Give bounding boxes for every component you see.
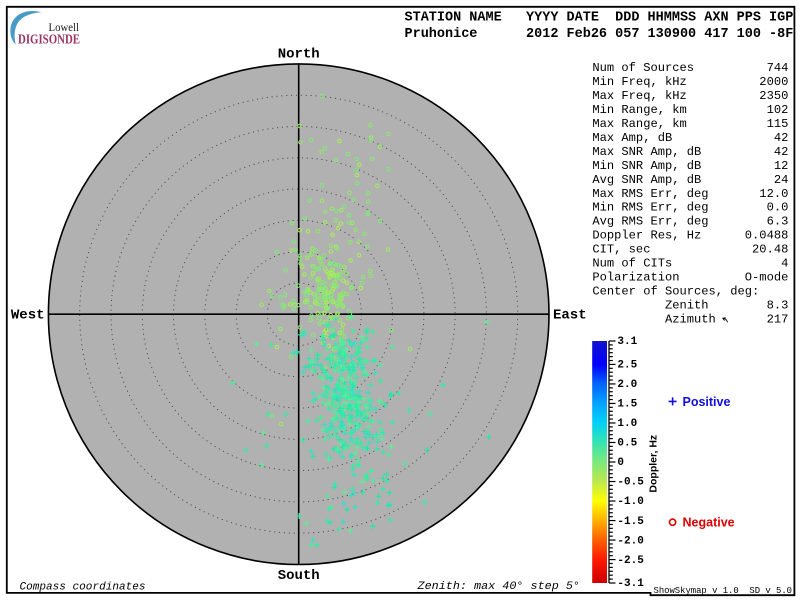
svg-text:Min RMS Err, deg 0.0: Min RMS Err, deg 0.0 — [592, 201, 788, 215]
svg-text:North: North — [278, 46, 320, 62]
svg-text:Max Range, km 115: Max Range, km 115 — [592, 117, 788, 131]
svg-text:Negative: Negative — [683, 516, 735, 530]
svg-text:Positive: Positive — [683, 395, 731, 409]
svg-text:-1.0: -1.0 — [617, 496, 643, 508]
svg-text:South: South — [278, 568, 320, 584]
svg-text:Center of Sources, deg:: Center of Sources, deg: — [592, 284, 759, 298]
svg-text:Min Freq, kHz 2000: Min Freq, kHz 2000 — [592, 75, 788, 89]
svg-text:Max RMS Err, deg 12.0: Max RMS Err, deg 12.0 — [592, 187, 788, 201]
svg-text:Pruhonice 2012 Feb26 057: Pruhonice 2012 Feb26 057 130900 417 100 … — [405, 27, 794, 42]
svg-text:0: 0 — [617, 457, 624, 469]
svg-text:Doppler Res, Hz 0.0488: Doppler Res, Hz 0.0488 — [592, 229, 788, 243]
svg-text:Min SNR Amp, dB 12: Min SNR Amp, dB 12 — [592, 159, 788, 173]
svg-text:Doppler, Hz: Doppler, Hz — [648, 435, 660, 493]
svg-text:-2.5: -2.5 — [617, 555, 644, 567]
svg-text:Max SNR Amp, dB 42: Max SNR Amp, dB 42 — [592, 145, 788, 159]
svg-text:Min Range, km 102: Min Range, km 102 — [592, 103, 788, 117]
svg-text:Zenith 8.3: Zenith 8.3 — [592, 298, 788, 312]
svg-text:Num of CITs 4: Num of CITs 4 — [592, 257, 788, 271]
svg-text:-1.5: -1.5 — [617, 516, 644, 528]
svg-text:West: West — [11, 308, 45, 324]
svg-text:East: East — [553, 308, 587, 324]
svg-text:Compass coordinates: Compass coordinates — [20, 582, 146, 594]
svg-text:Avg SNR Amp, dB 24: Avg SNR Amp, dB 24 — [592, 173, 788, 187]
svg-text:Max Amp, dB 42: Max Amp, dB 42 — [592, 131, 788, 145]
svg-text:1.5: 1.5 — [617, 399, 637, 411]
svg-text:2.5: 2.5 — [617, 360, 637, 372]
svg-text:1.0: 1.0 — [617, 418, 637, 430]
svg-text:-2.0: -2.0 — [617, 535, 643, 547]
svg-text:Zenith: max 40° step 5°: Zenith: max 40° step 5° — [416, 581, 580, 593]
svg-text:Avg RMS Err, deg 6.3: Avg RMS Err, deg 6.3 — [592, 215, 788, 229]
svg-text:Polarization O-mode: Polarization O-mode — [592, 270, 788, 284]
svg-text:Max Freq, kHz 2350: Max Freq, kHz 2350 — [592, 89, 788, 103]
svg-text:-3.1: -3.1 — [617, 578, 644, 590]
svg-text:Lowell: Lowell — [49, 20, 80, 34]
svg-text:2.0: 2.0 — [617, 379, 637, 391]
svg-text:0.5: 0.5 — [617, 438, 637, 450]
svg-text:ShowSkymap v 1.0 SD v 5.0: ShowSkymap v 1.0 SD v 5.0 — [654, 586, 792, 596]
svg-text:DIGISONDE: DIGISONDE — [18, 33, 80, 48]
svg-text:-0.5: -0.5 — [617, 477, 644, 489]
svg-text:Num of Sources 744: Num of Sources 744 — [592, 61, 788, 75]
svg-text:CIT, sec 20.48: CIT, sec 20.48 — [592, 243, 788, 257]
svg-text:3.1: 3.1 — [617, 336, 637, 348]
svg-text:Azimuth 217: Azimuth 217 — [592, 312, 788, 326]
svg-text:STATION NAME YYYY DATE DDD: STATION NAME YYYY DATE DDD HHMMSS AXN PP… — [405, 11, 794, 26]
